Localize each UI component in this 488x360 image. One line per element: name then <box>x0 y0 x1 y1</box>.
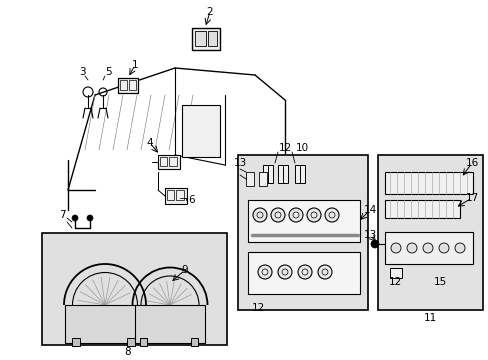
Circle shape <box>258 265 271 279</box>
Bar <box>164 188 186 204</box>
Bar <box>195 31 205 46</box>
Text: 12: 12 <box>387 277 401 287</box>
Circle shape <box>390 243 400 253</box>
Text: 16: 16 <box>465 158 478 168</box>
Bar <box>247 200 359 242</box>
Bar <box>389 268 401 278</box>
Circle shape <box>454 243 464 253</box>
Bar <box>259 172 266 186</box>
Circle shape <box>422 243 432 253</box>
Text: 6: 6 <box>188 195 195 205</box>
Text: 9: 9 <box>182 265 188 275</box>
Text: 8: 8 <box>124 347 131 357</box>
Bar <box>247 252 359 294</box>
Text: 14: 14 <box>363 205 376 215</box>
Bar <box>160 157 167 166</box>
Bar <box>384 232 472 264</box>
Circle shape <box>278 265 291 279</box>
Bar <box>127 338 135 346</box>
Bar <box>192 28 220 50</box>
Bar <box>135 305 204 343</box>
Bar <box>377 155 482 310</box>
Text: 5: 5 <box>104 67 111 77</box>
Circle shape <box>325 208 338 222</box>
Text: 15: 15 <box>432 277 446 287</box>
Circle shape <box>306 208 320 222</box>
Bar <box>238 155 367 310</box>
Circle shape <box>72 215 78 221</box>
Text: 4: 4 <box>146 138 153 148</box>
Bar <box>191 338 198 346</box>
Bar <box>167 190 174 200</box>
Circle shape <box>288 208 303 222</box>
Bar <box>384 172 472 194</box>
Bar <box>42 233 226 345</box>
Bar <box>245 172 253 186</box>
Circle shape <box>438 243 448 253</box>
Bar <box>129 80 136 90</box>
Bar <box>169 157 177 166</box>
Bar <box>72 338 80 346</box>
Text: 10: 10 <box>295 143 308 153</box>
Bar <box>278 165 287 183</box>
Bar <box>294 165 305 183</box>
Bar <box>158 155 180 169</box>
Bar <box>176 190 183 200</box>
Bar <box>120 80 127 90</box>
Text: 3: 3 <box>79 67 85 77</box>
Bar <box>140 338 147 346</box>
Circle shape <box>297 265 311 279</box>
Text: 2: 2 <box>206 7 213 17</box>
Text: 7: 7 <box>59 210 65 220</box>
Text: 17: 17 <box>465 193 478 203</box>
Text: 12: 12 <box>278 143 291 153</box>
Circle shape <box>252 208 266 222</box>
Circle shape <box>317 265 331 279</box>
Bar <box>384 200 459 218</box>
Circle shape <box>270 208 285 222</box>
Text: 11: 11 <box>423 313 436 323</box>
Circle shape <box>370 240 378 248</box>
Text: 1: 1 <box>131 60 138 70</box>
Bar <box>65 305 145 343</box>
Text: 13: 13 <box>233 158 246 168</box>
Circle shape <box>87 215 93 221</box>
Text: 13: 13 <box>363 230 376 240</box>
Circle shape <box>406 243 416 253</box>
Bar <box>182 105 220 157</box>
Bar <box>263 165 272 183</box>
Bar <box>118 78 138 93</box>
Bar <box>207 31 217 46</box>
Text: 12: 12 <box>251 303 264 313</box>
